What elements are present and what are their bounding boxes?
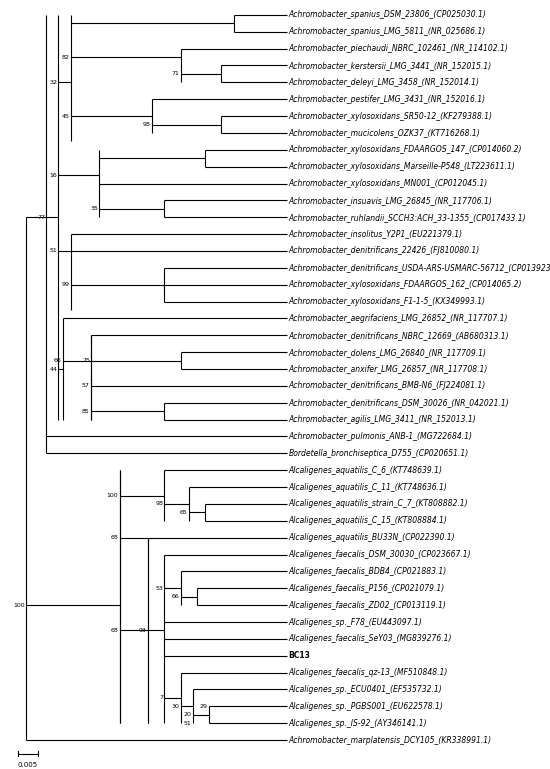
Text: Alcaligenes_aquatilis_C_11_(KT748636.1): Alcaligenes_aquatilis_C_11_(KT748636.1) xyxy=(289,483,448,491)
Text: Achromobacter_denitrificans_NBRC_12669_(AB680313.1): Achromobacter_denitrificans_NBRC_12669_(… xyxy=(289,331,509,340)
Text: 100: 100 xyxy=(13,603,25,608)
Text: Alcaligenes_faecalis_DSM_30030_(CP023667.1): Alcaligenes_faecalis_DSM_30030_(CP023667… xyxy=(289,550,471,559)
Text: 85: 85 xyxy=(82,408,90,414)
Text: Alcaligenes_aquatilis_strain_C_7_(KT808882.1): Alcaligenes_aquatilis_strain_C_7_(KT8088… xyxy=(289,499,468,508)
Text: 68: 68 xyxy=(111,628,118,633)
Text: 51: 51 xyxy=(50,248,57,254)
Text: Achromobacter_denitrificans_22426_(FJ810080.1): Achromobacter_denitrificans_22426_(FJ810… xyxy=(289,247,480,255)
Text: Alcaligenes_faecalis_BDB4_(CP021883.1): Alcaligenes_faecalis_BDB4_(CP021883.1) xyxy=(289,567,447,576)
Text: Alcaligenes_sp._IS-92_(AY346141.1): Alcaligenes_sp._IS-92_(AY346141.1) xyxy=(289,719,427,727)
Text: Achromobacter_denitrificans_DSM_30026_(NR_042021.1): Achromobacter_denitrificans_DSM_30026_(N… xyxy=(289,398,509,408)
Text: 71: 71 xyxy=(172,72,179,76)
Text: 68: 68 xyxy=(111,535,118,540)
Text: 44: 44 xyxy=(49,367,57,371)
Text: 20: 20 xyxy=(184,712,191,717)
Text: Alcaligenes_sp._F78_(EU443097.1): Alcaligenes_sp._F78_(EU443097.1) xyxy=(289,618,422,627)
Text: 57: 57 xyxy=(82,384,90,388)
Text: 82: 82 xyxy=(62,55,69,59)
Text: Achromobacter_dolens_LMG_26840_(NR_117709.1): Achromobacter_dolens_LMG_26840_(NR_11770… xyxy=(289,348,487,357)
Text: Achromobacter_anxifer_LMG_26857_(NR_117708.1): Achromobacter_anxifer_LMG_26857_(NR_1177… xyxy=(289,365,488,374)
Text: Achromobacter_pestifer_LMG_3431_(NR_152016.1): Achromobacter_pestifer_LMG_3431_(NR_1520… xyxy=(289,95,486,104)
Text: Achromobacter_xylosoxidans_SR50-12_(KF279388.1): Achromobacter_xylosoxidans_SR50-12_(KF27… xyxy=(289,112,493,121)
Text: Achromobacter_piechaudi_NBRC_102461_(NR_114102.1): Achromobacter_piechaudi_NBRC_102461_(NR_… xyxy=(289,44,509,53)
Text: Achromobacter_denitrificans_BMB-N6_(FJ224081.1): Achromobacter_denitrificans_BMB-N6_(FJ22… xyxy=(289,381,486,391)
Text: Achromobacter_pulmonis_ANB-1_(MG722684.1): Achromobacter_pulmonis_ANB-1_(MG722684.1… xyxy=(289,432,472,441)
Text: 16: 16 xyxy=(50,172,57,178)
Text: BC13: BC13 xyxy=(289,651,311,661)
Text: 35: 35 xyxy=(90,206,98,211)
Text: Achromobacter_spanius_DSM_23806_(CP025030.1): Achromobacter_spanius_DSM_23806_(CP02503… xyxy=(289,10,487,19)
Text: Achromobacter_xylosoxidans_F1-1-5_(KX349993.1): Achromobacter_xylosoxidans_F1-1-5_(KX349… xyxy=(289,297,486,306)
Text: 45: 45 xyxy=(62,114,69,118)
Text: Achromobacter_insuavis_LMG_26845_(NR_117706.1): Achromobacter_insuavis_LMG_26845_(NR_117… xyxy=(289,196,492,205)
Text: 93: 93 xyxy=(139,628,147,633)
Text: Achromobacter_marplatensis_DCY105_(KR338991.1): Achromobacter_marplatensis_DCY105_(KR338… xyxy=(289,736,492,744)
Text: Alcaligenes_faecalis_qz-13_(MF510848.1): Alcaligenes_faecalis_qz-13_(MF510848.1) xyxy=(289,668,448,677)
Text: 51: 51 xyxy=(184,721,191,726)
Text: Achromobacter_mucicolens_OZK37_(KT716268.1): Achromobacter_mucicolens_OZK37_(KT716268… xyxy=(289,128,480,138)
Text: 30: 30 xyxy=(172,704,179,709)
Text: Alcaligenes_aquatilis_BU33N_(CP022390.1): Alcaligenes_aquatilis_BU33N_(CP022390.1) xyxy=(289,533,455,542)
Text: 98: 98 xyxy=(155,501,163,507)
Text: 7: 7 xyxy=(159,695,163,701)
Text: 29: 29 xyxy=(200,704,208,709)
Text: Achromobacter_spanius_LMG_5811_(NR_025686.1): Achromobacter_spanius_LMG_5811_(NR_02568… xyxy=(289,27,486,36)
Text: 66: 66 xyxy=(53,358,61,363)
Text: Alcaligenes_faecalis_SeY03_(MG839276.1): Alcaligenes_faecalis_SeY03_(MG839276.1) xyxy=(289,634,452,644)
Text: 98: 98 xyxy=(143,122,151,127)
Text: 100: 100 xyxy=(107,493,118,498)
Text: Achromobacter_xylosoxidans_FDAARGOS_162_(CP014065.2): Achromobacter_xylosoxidans_FDAARGOS_162_… xyxy=(289,280,522,289)
Text: 32: 32 xyxy=(49,80,57,85)
Text: 77: 77 xyxy=(37,215,45,220)
Text: Alcaligenes_aquatilis_C_15_(KT808884.1): Alcaligenes_aquatilis_C_15_(KT808884.1) xyxy=(289,516,448,525)
Text: Bordetella_bronchiseptica_D755_(CP020651.1): Bordetella_bronchiseptica_D755_(CP020651… xyxy=(289,449,469,458)
Text: Alcaligenes_faecalis_ZD02_(CP013119.1): Alcaligenes_faecalis_ZD02_(CP013119.1) xyxy=(289,601,447,610)
Text: 0.005: 0.005 xyxy=(18,762,38,768)
Text: Alcaligenes_sp._PGBS001_(EU622578.1): Alcaligenes_sp._PGBS001_(EU622578.1) xyxy=(289,702,443,711)
Text: 66: 66 xyxy=(172,594,179,599)
Text: Alcaligenes_faecalis_P156_(CP021079.1): Alcaligenes_faecalis_P156_(CP021079.1) xyxy=(289,584,445,593)
Text: Achromobacter_deleyi_LMG_3458_(NR_152014.1): Achromobacter_deleyi_LMG_3458_(NR_152014… xyxy=(289,78,480,87)
Text: Achromobacter_insolitus_Y2P1_(EU221379.1): Achromobacter_insolitus_Y2P1_(EU221379.1… xyxy=(289,230,463,238)
Text: Achromobacter_xylosoxidans_MN001_(CP012045.1): Achromobacter_xylosoxidans_MN001_(CP0120… xyxy=(289,179,488,188)
Text: Achromobacter_denitrificans_USDA-ARS-USMARC-56712_(CP013923.1): Achromobacter_denitrificans_USDA-ARS-USM… xyxy=(289,263,550,272)
Text: 75: 75 xyxy=(82,358,90,363)
Text: Alcaligenes_aquatilis_C_6_(KT748639.1): Alcaligenes_aquatilis_C_6_(KT748639.1) xyxy=(289,466,443,474)
Text: 53: 53 xyxy=(155,586,163,591)
Text: Achromobacter_xylosoxidans_Marseille-P548_(LT223611.1): Achromobacter_xylosoxidans_Marseille-P54… xyxy=(289,162,515,171)
Text: Achromobacter_agilis_LMG_3411_(NR_152013.1): Achromobacter_agilis_LMG_3411_(NR_152013… xyxy=(289,415,476,424)
Text: Achromobacter_ruhlandii_SCCH3:ACH_33-1355_(CP017433.1): Achromobacter_ruhlandii_SCCH3:ACH_33-135… xyxy=(289,213,526,221)
Text: Alcaligenes_sp._ECU0401_(EF535732.1): Alcaligenes_sp._ECU0401_(EF535732.1) xyxy=(289,685,442,694)
Text: 65: 65 xyxy=(180,510,188,515)
Text: Achromobacter_aegrifaciens_LMG_26852_(NR_117707.1): Achromobacter_aegrifaciens_LMG_26852_(NR… xyxy=(289,314,508,323)
Text: Achromobacter_kerstersii_LMG_3441_(NR_152015.1): Achromobacter_kerstersii_LMG_3441_(NR_15… xyxy=(289,61,492,70)
Text: Achromobacter_xylosoxidans_FDAARGOS_147_(CP014060.2): Achromobacter_xylosoxidans_FDAARGOS_147_… xyxy=(289,145,522,155)
Text: 99: 99 xyxy=(62,282,69,287)
